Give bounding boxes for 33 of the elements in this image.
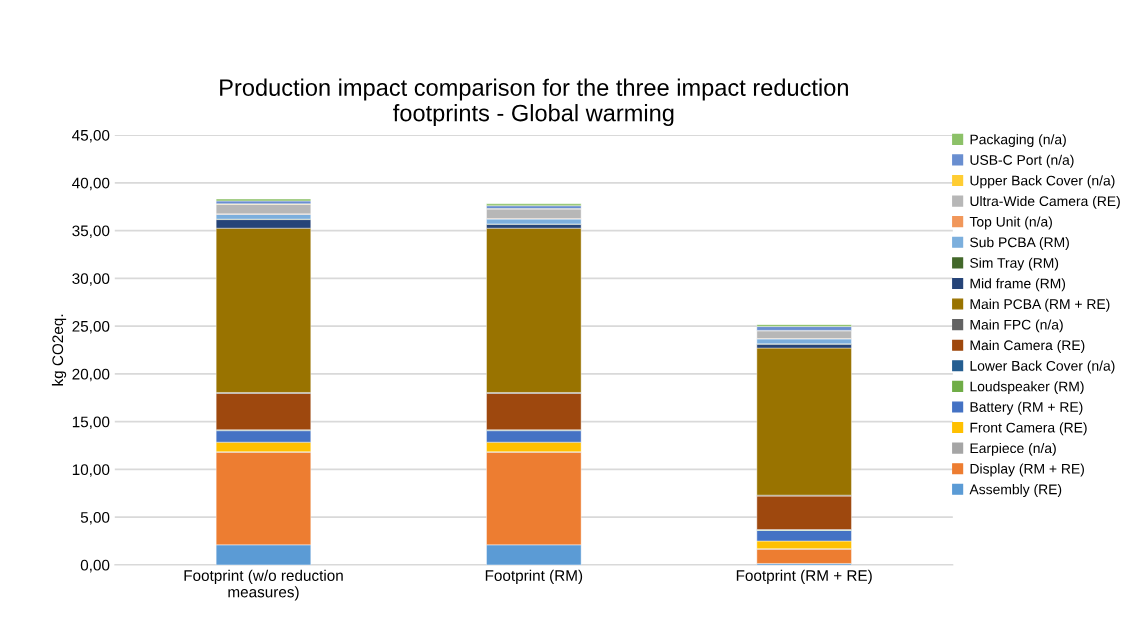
x-tick-label: Footprint (RM) bbox=[485, 569, 583, 584]
chart-title: Production impact comparison for the three impact reduction footprints - Global warming bbox=[220, 78, 848, 127]
legend-label: Battery (RM + RE) bbox=[970, 401, 1083, 415]
legend-label: Display (RM + RE) bbox=[970, 463, 1084, 477]
legend-label: Assembly (RE) bbox=[969, 484, 1062, 498]
legend-label: Main PCBA (RM + RE) bbox=[970, 298, 1110, 312]
y-tick-label: 20,00 bbox=[72, 368, 110, 382]
x-tick-label: Footprint (w/o reduction measures) bbox=[184, 569, 343, 601]
y-tick-label: 0,00 bbox=[80, 559, 110, 573]
legend-label: Main Camera (RE) bbox=[970, 339, 1085, 353]
legend-label: Top Unit (n/a) bbox=[969, 216, 1052, 230]
y-axis-title: kg CO2eq. bbox=[51, 314, 67, 386]
legend-label: Mid frame (RM) bbox=[970, 278, 1066, 292]
y-tick-label: 15,00 bbox=[72, 416, 110, 430]
x-tick-label: Footprint (RM + RE) bbox=[736, 569, 872, 584]
y-tick-label: 30,00 bbox=[72, 273, 110, 286]
legend-label: Lower Back Cover (n/a) bbox=[970, 360, 1115, 374]
y-tick-label: 5,00 bbox=[80, 512, 110, 525]
y-tick-label: 40,00 bbox=[72, 177, 110, 191]
legend-label: Packaging (n/a) bbox=[970, 134, 1066, 148]
legend-label: Front Camera (RE) bbox=[970, 422, 1087, 436]
y-tick-label: 10,00 bbox=[72, 464, 110, 477]
legend-label: USB-C Port (n/a) bbox=[970, 154, 1074, 168]
legend-label: Loudspeaker (RM) bbox=[970, 381, 1084, 395]
y-tick-label: 25,00 bbox=[72, 320, 110, 334]
legend-label: Upper Back Cover (n/a) bbox=[970, 175, 1115, 189]
legend-label: Ultra-Wide Camera (RE) bbox=[970, 195, 1120, 209]
legend-label: Sub PCBA (RM) bbox=[970, 237, 1069, 250]
legend-label: Sim Tray (RM) bbox=[970, 257, 1059, 271]
y-tick-label: 35,00 bbox=[72, 225, 110, 239]
legend-label: Main FPC (n/a) bbox=[970, 319, 1063, 333]
y-tick-label: 45,00 bbox=[72, 129, 110, 143]
legend-label: Earpiece (n/a) bbox=[970, 442, 1056, 456]
